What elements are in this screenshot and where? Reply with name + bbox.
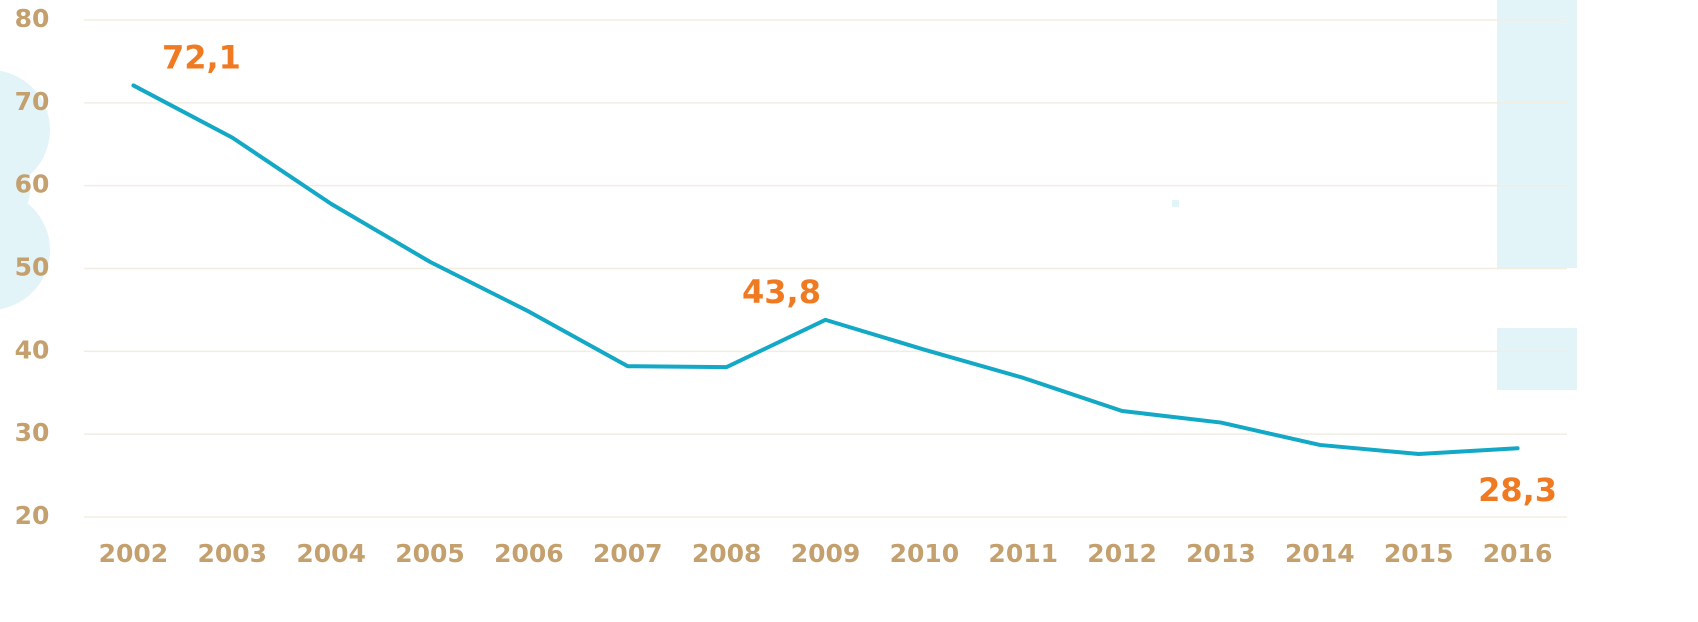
x-tick-label: 2016 bbox=[1483, 539, 1553, 568]
x-tick-label: 2006 bbox=[494, 539, 564, 568]
x-tick-label: 2014 bbox=[1285, 539, 1355, 568]
x-tick-label: 2008 bbox=[692, 539, 762, 568]
plot-area: 20 30 40 50 60 70 80 2002 2003 2004 2005 2006 2007 20… bbox=[15, 4, 1567, 568]
x-tick-label: 2013 bbox=[1186, 539, 1256, 568]
x-tick-label: 2004 bbox=[296, 539, 366, 568]
y-tick-label: 60 bbox=[15, 170, 50, 199]
data-label: 28,3 bbox=[1478, 471, 1557, 509]
x-tick-label: 2007 bbox=[593, 539, 663, 568]
x-tick-label: 2012 bbox=[1087, 539, 1157, 568]
x-tick-label: 2005 bbox=[395, 539, 465, 568]
y-tick-label: 70 bbox=[15, 87, 50, 116]
data-label: 43,8 bbox=[742, 273, 821, 311]
background-decoration bbox=[0, 0, 1577, 390]
data-line bbox=[131, 83, 1520, 457]
x-tick-label: 2015 bbox=[1384, 539, 1454, 568]
data-label: 72,1 bbox=[162, 38, 241, 76]
y-tick-label: 40 bbox=[15, 335, 50, 364]
y-tick-label: 20 bbox=[15, 501, 50, 530]
y-tick-label: 50 bbox=[15, 253, 50, 282]
x-tick-label: 2003 bbox=[198, 539, 268, 568]
y-tick-label: 30 bbox=[15, 418, 50, 447]
y-tick-label: 80 bbox=[15, 4, 50, 33]
x-tick-label: 2010 bbox=[890, 539, 960, 568]
x-tick-label: 2002 bbox=[99, 539, 169, 568]
x-tick-label: 2009 bbox=[791, 539, 861, 568]
x-tick-label: 2011 bbox=[988, 539, 1058, 568]
